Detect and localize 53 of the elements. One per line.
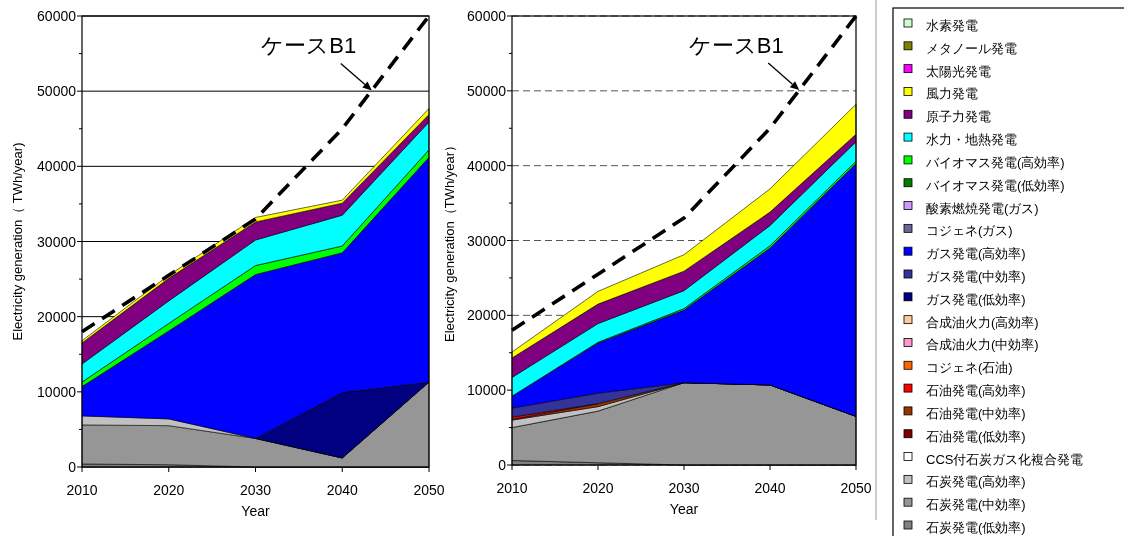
legend-label: 水素発電 (926, 17, 978, 33)
legend-label: 石油発電(中効率) (926, 405, 1026, 421)
y-axis-title: Electricity generation（TWh/year） (441, 138, 457, 343)
annotation: ケースB1 (261, 32, 357, 58)
x-tick-label: 2050 (413, 482, 445, 498)
y-tick-label: 60000 (37, 8, 77, 24)
y-tick-label: 40000 (37, 158, 77, 175)
y-tick-label: 50000 (467, 82, 507, 99)
legend-label: ガス発電(高効率) (926, 245, 1026, 261)
x-axis-title: Year (669, 501, 699, 517)
y-tick-label: 0 (498, 457, 507, 473)
legend-label: 太陽光発電 (926, 63, 991, 79)
legend-label: 原子力発電 (926, 108, 991, 124)
y-tick-label: 50000 (37, 83, 77, 100)
legend-label: 石油発電(高効率) (926, 382, 1026, 398)
x-tick-label: 2050 (840, 480, 872, 496)
y-tick-label: 20000 (37, 308, 77, 325)
y-tick-label: 40000 (467, 157, 507, 174)
x-tick-label: 2040 (754, 480, 786, 496)
x-axis-title: Year (241, 503, 270, 519)
x-tick-label: 2020 (153, 482, 185, 498)
y-tick-label: 30000 (467, 232, 507, 249)
x-tick-label: 2010 (66, 482, 98, 498)
legend-label: 石油発電(低効率) (926, 428, 1026, 444)
legend-label: 石炭発電(低効率) (926, 519, 1026, 535)
x-tick-label: 2030 (239, 482, 272, 498)
legend-label: 石炭発電(高効率) (926, 473, 1026, 489)
legend-label: 合成油火力(高効率) (926, 314, 1039, 330)
x-tick-label: 2040 (326, 482, 359, 498)
y-tick-label: 10000 (467, 382, 507, 399)
y-tick-label: 10000 (37, 383, 77, 400)
legend-label: 風力発電 (926, 85, 978, 101)
annotation: ケースB1 (688, 32, 784, 58)
y-axis-title: Electricity generation（ TWh/year) (9, 142, 25, 341)
legend-label: バイオマス発電(高効率) (925, 154, 1065, 170)
legend-label: 水力・地熱発電 (926, 131, 1017, 147)
legend-label: 合成油火力(中効率) (926, 336, 1039, 352)
y-tick-label: 30000 (37, 233, 77, 250)
y-tick-label: 60000 (467, 8, 507, 24)
x-tick-label: 2020 (582, 480, 614, 496)
legend-label: 石炭発電(中効率) (926, 496, 1026, 512)
legend-label: CCS付石炭ガス化複合発電 (926, 451, 1084, 467)
legend-label: バイオマス発電(低効率) (925, 177, 1065, 193)
y-tick-label: 0 (68, 459, 77, 475)
y-tick-label: 20000 (467, 307, 507, 324)
x-tick-label: 2010 (496, 480, 528, 496)
legend-label: ガス発電(中効率) (926, 268, 1026, 284)
legend-label: ガス発電(低効率) (926, 291, 1026, 307)
legend-label: コジェネ(ガス) (926, 222, 1013, 238)
legend-label: メタノール発電 (926, 40, 1017, 56)
legend-label: 酸素燃焼発電(ガス) (926, 200, 1039, 216)
x-tick-label: 2030 (668, 480, 700, 496)
legend-label: コジェネ(石油) (926, 359, 1013, 375)
